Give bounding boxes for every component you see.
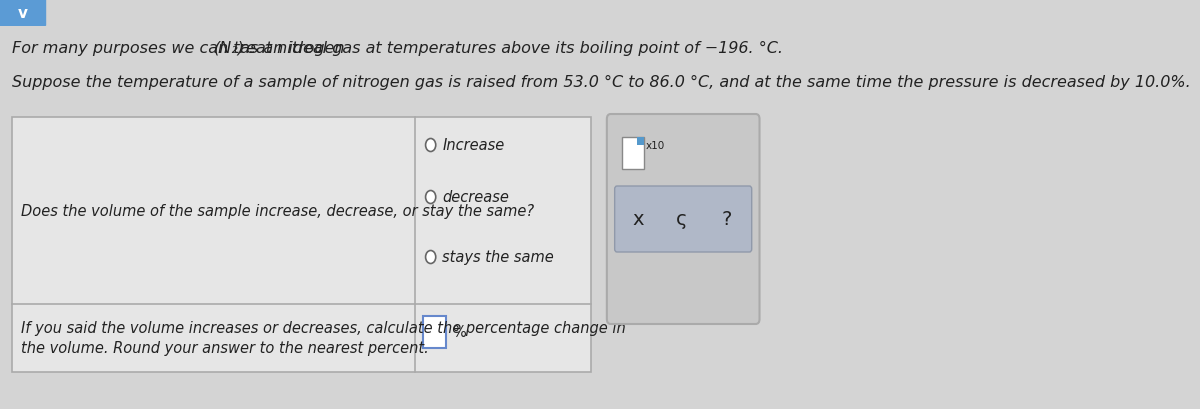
FancyBboxPatch shape [622, 138, 643, 170]
Text: x: x [632, 210, 644, 229]
Text: If you said the volume increases or decreases, calculate the percentage change i: If you said the volume increases or decr… [22, 321, 626, 336]
Text: as an ideal gas at temperatures above its boiling point of −196. °C.: as an ideal gas at temperatures above it… [235, 40, 784, 55]
Text: decrease: decrease [443, 190, 509, 205]
Text: v: v [18, 5, 28, 20]
FancyBboxPatch shape [614, 187, 751, 252]
Text: Increase: Increase [443, 138, 505, 153]
Text: x10: x10 [646, 141, 665, 151]
Text: stays the same: stays the same [443, 250, 554, 265]
Text: %: % [452, 325, 466, 339]
FancyBboxPatch shape [607, 115, 760, 324]
Circle shape [426, 139, 436, 152]
FancyBboxPatch shape [0, 0, 46, 27]
Text: (N₂): (N₂) [214, 40, 245, 55]
Text: ?: ? [721, 210, 732, 229]
FancyBboxPatch shape [422, 316, 446, 348]
Circle shape [426, 191, 436, 204]
Text: the volume. Round your answer to the nearest percent.: the volume. Round your answer to the nea… [22, 341, 428, 356]
FancyBboxPatch shape [12, 118, 592, 372]
FancyBboxPatch shape [637, 138, 643, 146]
Text: Suppose the temperature of a sample of nitrogen gas is raised from 53.0 °C to 86: Suppose the temperature of a sample of n… [12, 74, 1190, 89]
Circle shape [426, 251, 436, 264]
Text: ς: ς [676, 210, 686, 229]
Text: Does the volume of the sample increase, decrease, or stay the same?: Does the volume of the sample increase, … [22, 204, 534, 218]
Text: For many purposes we can treat nitrogen: For many purposes we can treat nitrogen [12, 40, 349, 55]
